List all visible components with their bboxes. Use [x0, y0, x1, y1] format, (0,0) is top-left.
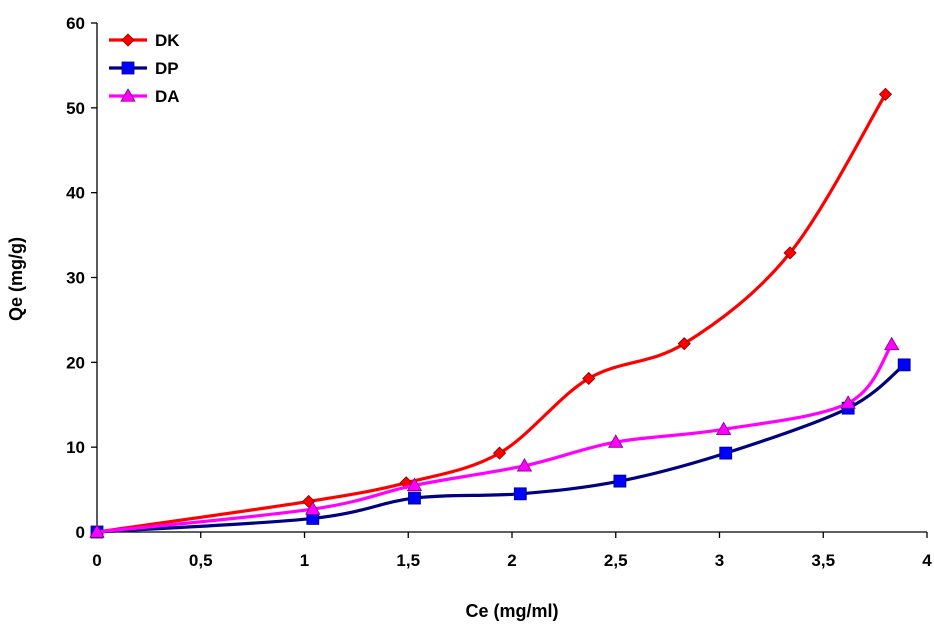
series-da-point [715, 421, 732, 436]
x-tick-label: 2 [507, 551, 516, 570]
legend-item-dp: DP [109, 59, 179, 78]
x-tick-label: 3 [715, 551, 724, 570]
y-tick-label: 50 [66, 99, 85, 118]
series-dk-point [492, 446, 507, 460]
series-da-point [406, 477, 423, 491]
x-tick-label: 0,5 [189, 551, 213, 570]
legend-swatch-marker [121, 61, 135, 75]
series-da-point [884, 336, 900, 351]
x-tick-label: 2,5 [604, 551, 628, 570]
series-layer [89, 87, 911, 539]
series-dk [90, 87, 893, 539]
series-dk-point [783, 246, 797, 260]
series-da-point [516, 458, 533, 472]
series-da-line [95, 342, 894, 534]
legend-label-dp: DP [155, 59, 179, 78]
legend-swatch-marker [120, 88, 136, 102]
y-tick-label: 20 [66, 353, 85, 372]
x-tick-label: 1,5 [396, 551, 420, 570]
series-dk-point [582, 371, 596, 386]
series-dk-point [878, 87, 893, 101]
x-tick-label: 3,5 [811, 551, 835, 570]
series-dp-point [719, 446, 733, 460]
x-tick-label: 1 [300, 551, 309, 570]
legend: DK DP DA [109, 31, 180, 106]
x-tick-label: 4 [922, 551, 932, 570]
series-dp-point [613, 474, 627, 488]
y-axis-title: Qe (mg/g) [6, 237, 26, 321]
series-da-point [89, 524, 105, 538]
legend-swatch-marker [121, 33, 135, 47]
legend-label-dk: DK [155, 31, 180, 50]
x-axis-title: Ce (mg/ml) [465, 601, 558, 621]
series-dp-point [513, 487, 527, 501]
y-tick-label: 30 [66, 269, 85, 288]
series-da [89, 336, 900, 538]
series-da-point [305, 501, 321, 515]
series-dk-line [95, 92, 888, 534]
y-tick-label: 0 [76, 523, 85, 542]
y-tick-label: 40 [66, 184, 85, 203]
legend-item-dk: DK [109, 31, 180, 50]
y-tick-label: 60 [66, 14, 85, 33]
series-dp-point [408, 491, 421, 505]
series-da-point [840, 395, 856, 409]
series-dp-point [897, 358, 911, 372]
legend-item-da: DA [109, 87, 180, 106]
legend-label-da: DA [155, 87, 180, 106]
y-tick-label: 10 [66, 438, 85, 457]
axes: 0 10 20 30 40 50 60 0 0,5 1 1,5 2 2,5 3 3,5 4 [66, 14, 932, 570]
x-tick-label: 0 [92, 551, 101, 570]
series-da-point [608, 434, 624, 448]
series-dk-point [677, 337, 691, 351]
